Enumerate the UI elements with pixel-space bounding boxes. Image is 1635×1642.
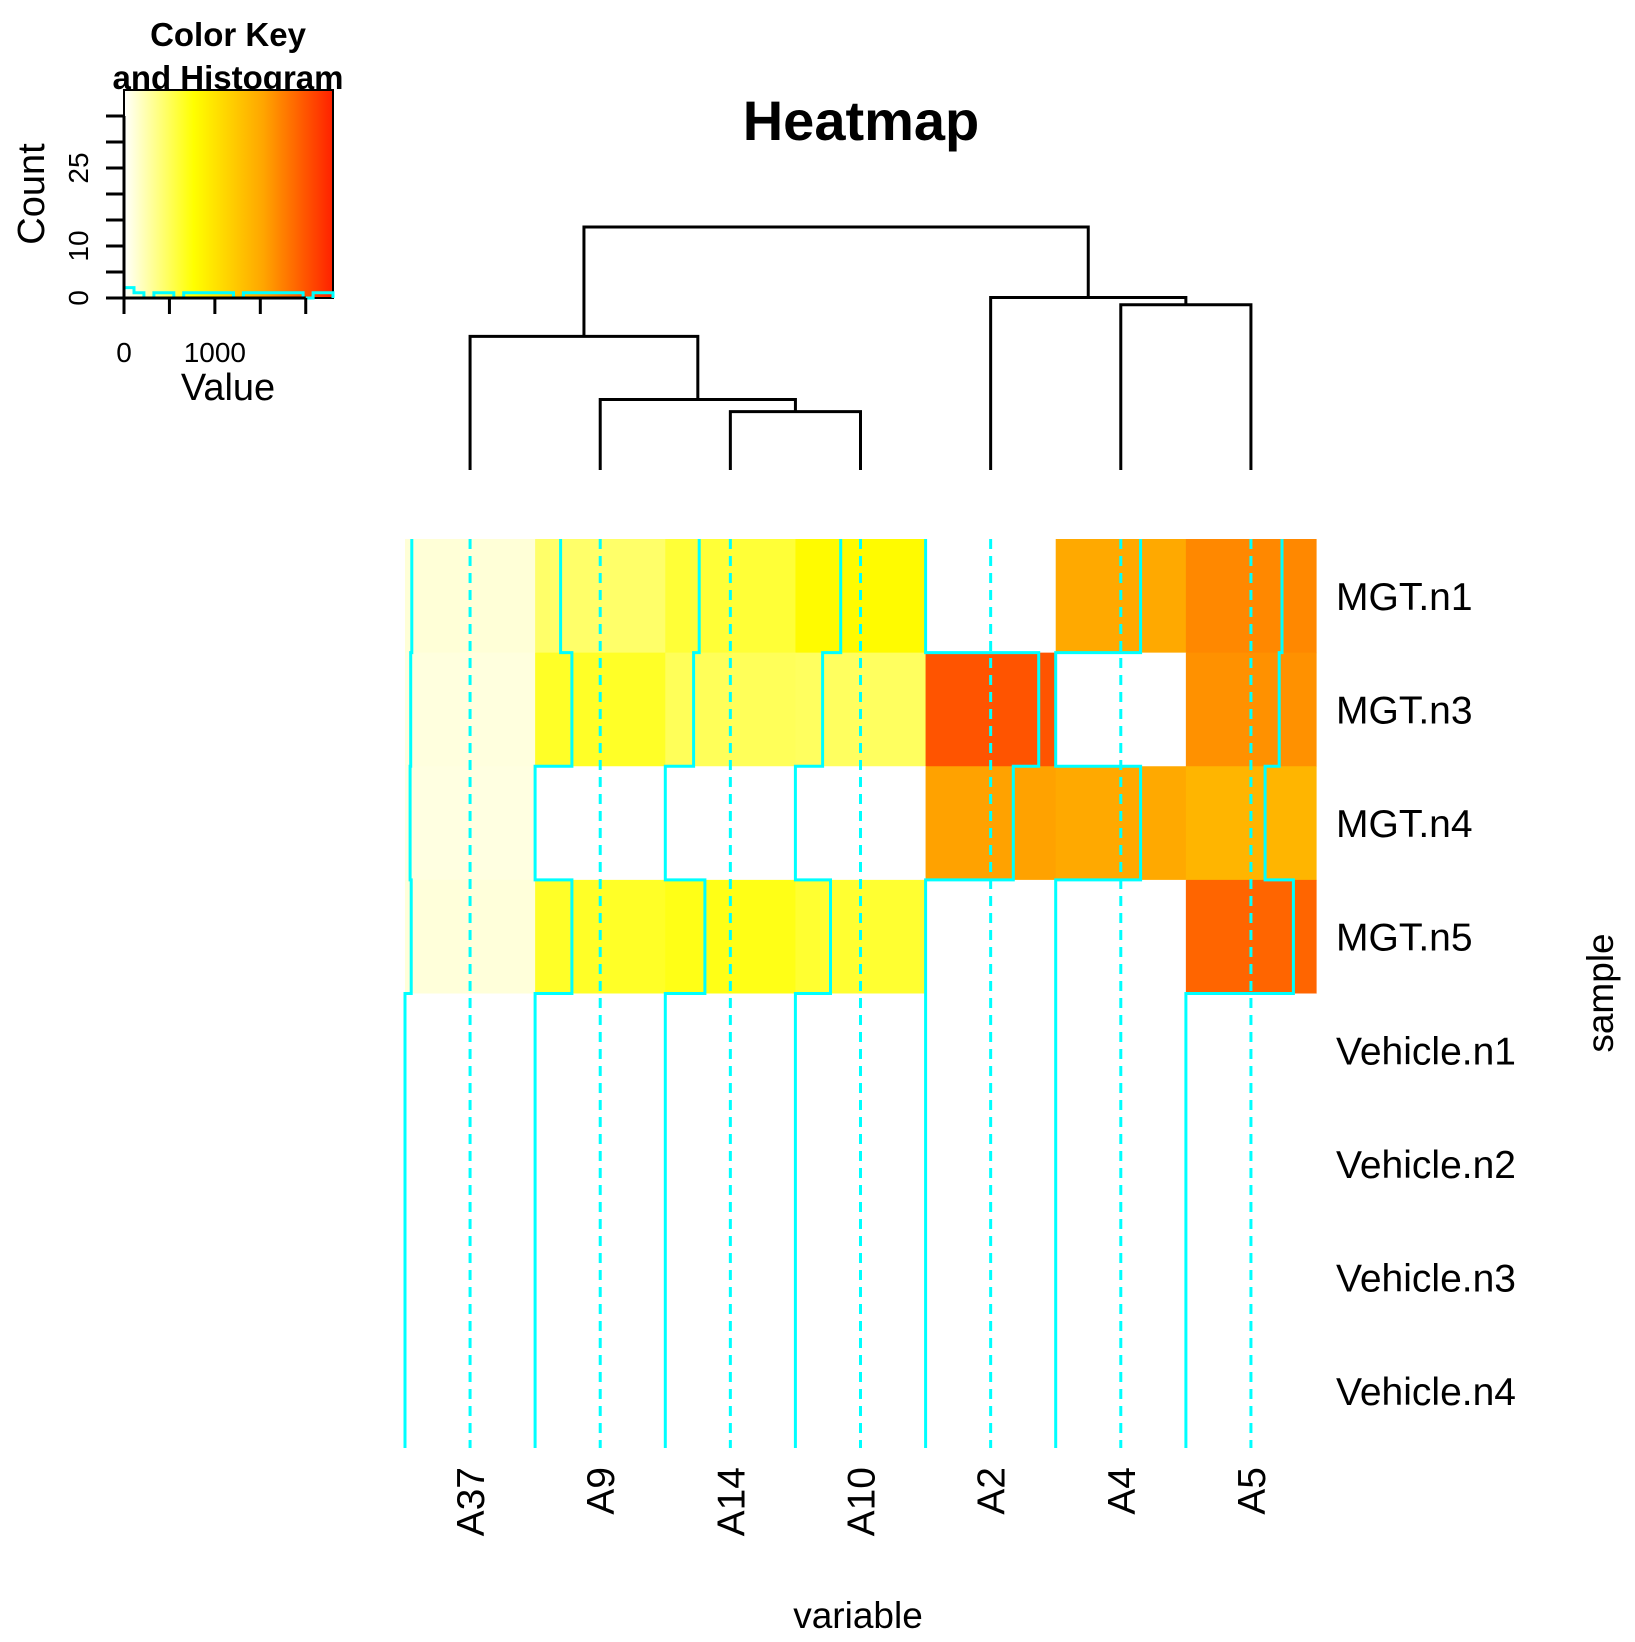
key-x-tick-label: 0 (116, 337, 132, 368)
row-labels: MGT.n1 MGT.n3 MGT.n4 MGT.n5 Vehicle.n1 Vehicl… (1336, 576, 1516, 1414)
column-label: A9 (580, 1467, 623, 1515)
color-key-x-axis: 0 1000 (116, 296, 308, 368)
column-label: A2 (971, 1467, 1014, 1515)
trace-line (533, 539, 574, 1448)
trace-line (924, 539, 1041, 1448)
trace-lines (403, 539, 1295, 1448)
row-label: Vehicle.n4 (1336, 1371, 1516, 1414)
key-y-tick-label: 10 (63, 230, 94, 261)
color-key-gradient (123, 89, 334, 299)
row-label: Vehicle.n2 (1336, 1144, 1516, 1187)
dendrogram-link (989, 295, 1188, 470)
row-label: MGT.n1 (1336, 576, 1473, 619)
column-label: A10 (841, 1467, 884, 1536)
row-label: MGT.n5 (1336, 917, 1473, 960)
color-key-title-line1: Color Key (150, 16, 307, 53)
color-key-y-axis: 0 10 25 (63, 114, 126, 306)
trace-line (663, 539, 707, 1448)
dendrogram-link (598, 398, 797, 470)
trace-line (1184, 539, 1295, 1448)
column-dendrogram (468, 225, 1253, 470)
x-axis-label: variable (793, 1595, 923, 1636)
column-label: A4 (1101, 1467, 1144, 1515)
row-label: MGT.n4 (1336, 803, 1473, 846)
dendrogram-link (582, 225, 1090, 337)
row-label: Vehicle.n1 (1336, 1030, 1516, 1073)
trace-line (1054, 539, 1143, 1448)
key-y-tick-label: 25 (63, 152, 94, 183)
column-labels: A37 A9 A14 A10 A2 A4 A5 (450, 1467, 1274, 1536)
dendrogram-link (728, 410, 862, 470)
dendrogram-link (1119, 303, 1253, 470)
column-label: A37 (450, 1467, 493, 1536)
key-x-tick-label: 1000 (184, 337, 246, 368)
dendrogram-link (468, 334, 700, 470)
trace-line (403, 539, 414, 1448)
trace-line (793, 539, 843, 1448)
row-label: MGT.n3 (1336, 689, 1473, 732)
key-y-tick-label: 0 (63, 290, 94, 306)
column-label: A14 (710, 1467, 753, 1536)
y-axis-label: sample (1580, 933, 1621, 1052)
chart-title: Heatmap (743, 89, 980, 152)
color-key-x-label: Value (181, 367, 275, 409)
column-label: A5 (1231, 1467, 1274, 1515)
row-label: Vehicle.n3 (1336, 1258, 1516, 1301)
color-key-y-label: Count (11, 143, 53, 245)
